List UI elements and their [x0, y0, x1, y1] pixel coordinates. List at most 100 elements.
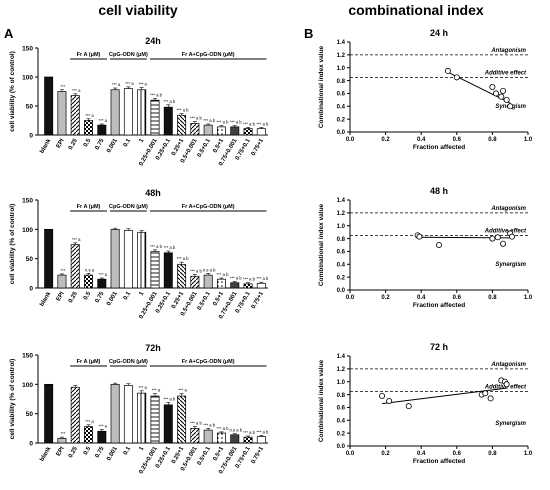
group-label: CpG-ODN (μM) — [109, 52, 148, 58]
significance-label: *** a b — [150, 244, 163, 249]
x-tick-label: 0.2 — [381, 295, 390, 301]
group-label: Fr A+CpG-ODN (μM) — [182, 204, 235, 210]
x-tick-label: 0.5 — [83, 290, 93, 301]
significance-label: *** a b — [256, 276, 269, 281]
x-tick-label: 0.25 — [68, 137, 79, 151]
data-point — [416, 233, 423, 240]
y-tick-label: 1.2 — [337, 367, 346, 373]
significance-label: *** a — [125, 81, 134, 86]
y-tick-label: 100 — [22, 382, 33, 389]
bar — [97, 124, 107, 136]
y-tick-label: 0.6 — [337, 92, 346, 98]
bar — [256, 282, 266, 289]
x-tick-label: 0.6 — [453, 451, 462, 457]
region-label-additive: Additive effect — [484, 228, 527, 234]
x-tick-label: 0.5+1 — [212, 445, 225, 462]
x-tick-label: 0.75+1 — [251, 137, 266, 157]
y-tick-label: 150 — [22, 198, 33, 205]
x-tick-label: 0.0 — [346, 451, 355, 457]
data-point — [500, 240, 507, 247]
x-tick-label: 0.5 — [83, 137, 93, 148]
x-tick-label: blank — [39, 290, 52, 307]
panel-label-a: A — [4, 26, 14, 41]
significance-label: n.s a b — [229, 428, 242, 433]
significance-label: n.s a b — [203, 267, 216, 272]
significance-label: *** a — [178, 388, 187, 393]
x-tick-label: 0.25 — [68, 445, 79, 459]
bar — [97, 430, 107, 444]
bar — [163, 106, 173, 136]
region-label-antagonism: Antagonism — [490, 206, 526, 212]
data-point — [500, 87, 507, 94]
x-tick-label: 0.75+1 — [251, 290, 266, 310]
bar — [203, 124, 213, 136]
significance-label: *** a b — [150, 92, 163, 97]
data-point — [503, 96, 510, 103]
x-tick-label: 1 — [139, 137, 146, 143]
bar — [110, 228, 120, 289]
bar — [150, 395, 160, 444]
y-tick-label: 150 — [22, 353, 33, 360]
y-tick-label: 1.4 — [337, 354, 346, 360]
significance-label: *** a b — [243, 277, 256, 282]
y-tick-label: 50 — [26, 411, 34, 418]
y-axis-label: Combinational index value — [318, 359, 325, 442]
y-tick-label: 1.0 — [337, 224, 346, 230]
significance-label: *** a b — [230, 120, 243, 125]
x-tick-label: 0.001 — [106, 290, 119, 307]
bar — [163, 252, 173, 289]
data-point — [435, 241, 442, 248]
y-tick-label: 0.2 — [337, 275, 346, 281]
x-tick-label: EPI — [56, 291, 66, 303]
significance-label: *** — [60, 431, 65, 436]
y-tick-label: 0.2 — [337, 431, 346, 437]
panel-label-b: B — [304, 26, 313, 41]
x-tick-label: 0.75 — [95, 137, 106, 151]
significance-label: *** a — [72, 237, 81, 242]
y-tick-label: 0.8 — [337, 79, 346, 85]
region-label-synergism: Synergism — [495, 421, 526, 427]
data-point — [507, 103, 514, 110]
x-tick-label: 0.8 — [488, 295, 497, 301]
x-tick-label: 0.6 — [453, 137, 462, 143]
data-point — [489, 235, 496, 242]
x-tick-label: 0.5+1 — [212, 290, 225, 307]
group-label: Fr A (μM) — [77, 204, 101, 210]
x-tick-label: 0.4 — [417, 137, 426, 143]
chart-title: 24 h — [430, 28, 448, 38]
bar — [44, 228, 54, 289]
y-tick-label: 0.4 — [337, 104, 346, 110]
chart-title: 48 h — [430, 186, 448, 196]
significance-label: *** a b — [190, 421, 203, 426]
data-point — [453, 74, 460, 81]
bar — [123, 385, 133, 444]
x-tick-label: 0.001 — [106, 445, 119, 462]
significance-label: *** a b — [217, 120, 230, 125]
bar — [110, 383, 120, 444]
bar — [243, 436, 253, 444]
y-tick-label: 0 — [29, 286, 33, 293]
bar — [137, 231, 147, 289]
y-tick-label: 0 — [29, 441, 33, 448]
y-tick-label: 1.2 — [337, 211, 346, 217]
x-tick-label: blank — [39, 445, 52, 462]
y-tick-label: 0.4 — [337, 262, 346, 268]
y-tick-label: 0.0 — [337, 288, 346, 294]
bar — [203, 274, 213, 289]
x-tick-label: 0.75+1 — [251, 445, 266, 465]
chart-title: 24h — [145, 36, 161, 46]
x-tick-label: blank — [39, 137, 52, 154]
chart-title: 72 h — [430, 342, 448, 352]
data-point — [508, 233, 515, 240]
x-tick-label: 0.1 — [123, 290, 133, 301]
data-point — [489, 84, 496, 91]
data-point — [444, 67, 451, 74]
data-point — [379, 392, 386, 399]
x-tick-label: 0.5+0.1 — [197, 137, 213, 158]
data-point — [405, 403, 412, 410]
significance-label: *** a b — [243, 430, 256, 435]
x-tick-label: 1.0 — [524, 137, 533, 143]
significance-label: *** — [60, 84, 65, 89]
ci-chart-1: 48 h Combinational index value Fraction af… — [318, 186, 533, 309]
